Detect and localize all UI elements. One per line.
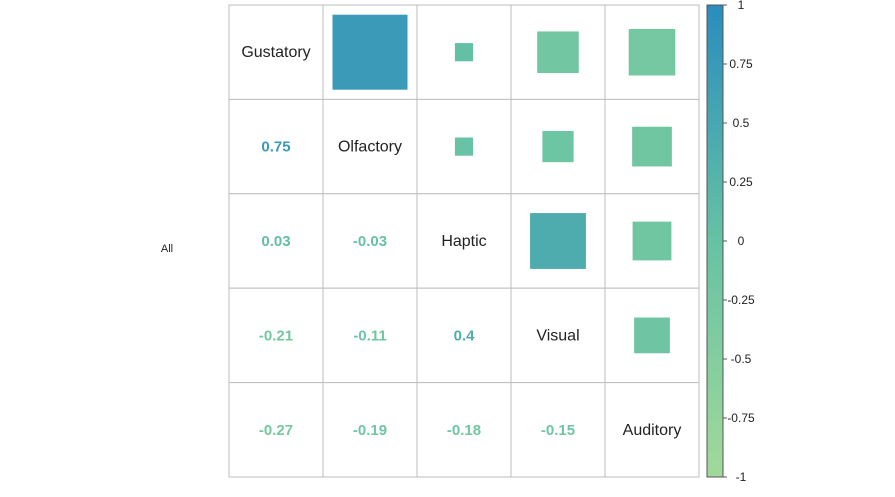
correlation-value: -0.21 bbox=[259, 327, 293, 344]
colorbar-tick-label: -0.25 bbox=[727, 293, 755, 307]
correlation-square bbox=[634, 317, 670, 354]
correlation-square bbox=[632, 126, 672, 167]
correlation-value: -0.15 bbox=[541, 422, 575, 439]
correlation-value: -0.03 bbox=[353, 233, 387, 250]
grid-cell bbox=[510, 287, 606, 384]
correlation-value: -0.11 bbox=[353, 327, 386, 344]
correlation-square bbox=[332, 14, 408, 90]
colorbar-tick-label: -1 bbox=[736, 470, 747, 484]
grid-cell bbox=[322, 382, 418, 478]
colorbar-tick-label: 0.75 bbox=[729, 57, 753, 71]
grid-cell bbox=[416, 98, 512, 195]
grid-cell bbox=[510, 193, 606, 289]
grid-cell bbox=[416, 382, 512, 478]
colorbar-tick-label: 0.25 bbox=[729, 175, 753, 189]
grid-cell bbox=[604, 382, 700, 478]
matrix-grid: Gustatory 0.75 Olfactory 0.03 -0.03 Haptic -0.… bbox=[228, 4, 700, 478]
correlation-value: -0.19 bbox=[353, 422, 387, 439]
colorbar-tick-label: -0.75 bbox=[727, 411, 755, 425]
colorbar-tick-label: 0 bbox=[738, 234, 745, 248]
colorbar: 1 0.75 0.5 0.25 0 -0.25 -0.5 -0.75 -1 bbox=[706, 0, 755, 484]
grid-cell bbox=[228, 4, 324, 100]
correlation-value: 0.4 bbox=[454, 327, 476, 344]
colorbar-tick-label: -0.5 bbox=[731, 352, 752, 366]
grid-cell bbox=[322, 193, 418, 289]
colorbar-tick-label: 1 bbox=[738, 0, 745, 12]
colorbar-gradient bbox=[706, 4, 724, 478]
grid-cell bbox=[416, 193, 512, 289]
group-label: All bbox=[161, 243, 173, 255]
correlation-square bbox=[632, 221, 672, 261]
correlation-square bbox=[454, 43, 474, 62]
variable-label: Auditory bbox=[623, 422, 682, 439]
grid-cell bbox=[228, 287, 324, 384]
variable-label: Olfactory bbox=[338, 139, 402, 156]
variable-label: Haptic bbox=[441, 233, 486, 250]
grid-cell bbox=[228, 382, 324, 478]
correlation-square bbox=[542, 131, 574, 163]
correlation-square bbox=[530, 213, 586, 269]
correlation-value: -0.27 bbox=[259, 422, 293, 439]
correlation-value: -0.18 bbox=[447, 422, 481, 439]
variable-label: Gustatory bbox=[241, 44, 310, 61]
correlation-square bbox=[537, 31, 579, 73]
grid-cell bbox=[322, 287, 418, 384]
correlation-square bbox=[454, 137, 474, 156]
correlation-square bbox=[628, 28, 676, 76]
correlation-value: 0.03 bbox=[261, 233, 290, 250]
correlation-value: 0.75 bbox=[261, 139, 290, 156]
colorbar-tick-label: 0.5 bbox=[733, 116, 750, 130]
grid-cell bbox=[416, 287, 512, 384]
grid-cell bbox=[228, 98, 324, 195]
variable-label: Visual bbox=[536, 327, 579, 344]
